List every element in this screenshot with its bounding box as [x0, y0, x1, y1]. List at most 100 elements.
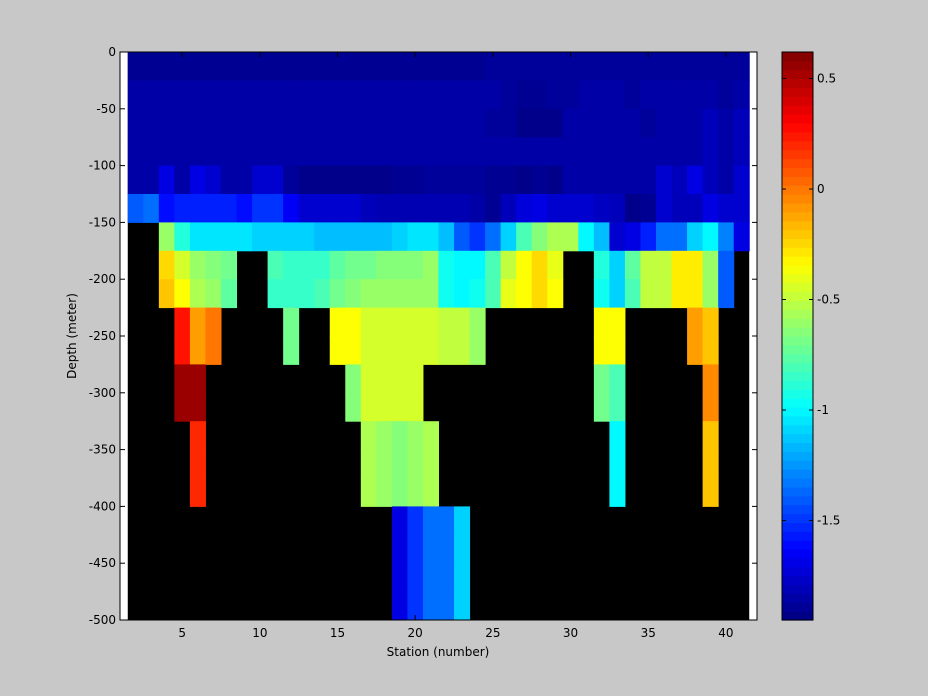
heatmap-cell [298, 279, 315, 309]
heatmap-cell [283, 165, 300, 195]
heatmap-cell [360, 364, 377, 394]
heatmap-cell [360, 392, 377, 422]
heatmap-cell [516, 137, 533, 167]
heatmap-cell [314, 165, 331, 195]
colorbar-segment [782, 513, 813, 523]
heatmap-cell [143, 194, 160, 223]
colorbar-tick-label: 0.5 [817, 72, 836, 86]
heatmap-cell [593, 307, 610, 337]
heatmap-cell [391, 194, 408, 223]
heatmap-cell [593, 52, 610, 81]
heatmap-cell [702, 421, 719, 451]
heatmap-cell [407, 307, 424, 337]
heatmap-cell [702, 392, 719, 422]
heatmap-cell [360, 165, 377, 195]
heatmap-cell [500, 108, 517, 138]
colorbar-segment [782, 495, 813, 506]
heatmap-cell [127, 52, 144, 81]
colorbar-segment [782, 415, 813, 426]
colorbar-segment [782, 318, 813, 328]
colorbar-segment [782, 380, 813, 390]
heatmap-cell [252, 222, 269, 252]
heatmap-cell [640, 108, 657, 138]
heatmap-cell [454, 52, 471, 81]
heatmap-cell [438, 108, 455, 138]
heatmap-cell [593, 336, 610, 365]
heatmap-cell [609, 307, 626, 337]
heatmap-cell [485, 222, 502, 252]
heatmap-cell [252, 108, 269, 138]
heatmap-cell [236, 80, 253, 110]
heatmap-cell [189, 52, 206, 81]
heatmap-cell [391, 52, 408, 81]
heatmap-cell [283, 307, 300, 337]
heatmap-cell [267, 52, 284, 81]
colorbar-segment [782, 96, 813, 106]
heatmap-cell [454, 137, 471, 167]
heatmap-cell [609, 449, 626, 479]
colorbar-segment [782, 584, 813, 594]
colorbar-segment [782, 60, 813, 71]
heatmap-cell [578, 165, 595, 195]
heatmap-cell [360, 421, 377, 451]
heatmap-cell [345, 165, 362, 195]
colorbar-segment [782, 557, 813, 568]
heatmap-cell [407, 165, 424, 195]
heatmap-cell [500, 52, 517, 81]
heatmap-cell [454, 534, 471, 564]
x-tick-label: 20 [408, 626, 423, 640]
heatmap-cell [422, 137, 439, 167]
heatmap-cell [640, 279, 657, 309]
heatmap-cell [454, 336, 471, 365]
colorbar-segment [782, 291, 813, 302]
colorbar-segment [782, 371, 813, 381]
heatmap-cell [127, 137, 144, 167]
heatmap-cell [391, 165, 408, 195]
heatmap-cell [391, 250, 408, 280]
heatmap-cell [516, 80, 533, 110]
colorbar-segment [782, 247, 813, 257]
heatmap-cell [205, 250, 222, 280]
heatmap-cell [376, 194, 393, 223]
heatmap-cell [314, 108, 331, 138]
heatmap-cell [407, 392, 424, 422]
heatmap-cell [360, 336, 377, 365]
heatmap-cell [391, 563, 408, 593]
heatmap-cell [283, 80, 300, 110]
heatmap-cell [174, 108, 191, 138]
heatmap-cell [360, 478, 377, 507]
heatmap-cell [360, 137, 377, 167]
heatmap-cell [578, 52, 595, 81]
heatmap-cell [391, 449, 408, 479]
heatmap-cell [702, 250, 719, 280]
heatmap-cell [702, 137, 719, 167]
heatmap-cell [469, 137, 486, 167]
colorbar-segment [782, 611, 813, 621]
y-tick-label: -100 [89, 159, 116, 173]
heatmap-cell [205, 108, 222, 138]
heatmap-cell [438, 250, 455, 280]
heatmap-cell [624, 279, 641, 309]
heatmap-cell [345, 222, 362, 252]
heatmap-cell [687, 137, 704, 167]
colorbar-segment [782, 478, 813, 488]
heatmap-cell [407, 449, 424, 479]
heatmap-cell [345, 194, 362, 223]
x-tick-label: 10 [252, 626, 267, 640]
heatmap-cell [702, 222, 719, 252]
heatmap-cell [469, 336, 486, 365]
heatmap-cell [702, 364, 719, 394]
colorbar-segment [782, 353, 813, 364]
heatmap-cell [314, 279, 331, 309]
colorbar-segment [782, 344, 813, 355]
heatmap-cell [391, 307, 408, 337]
heatmap-cell [454, 307, 471, 337]
heatmap-cell [407, 250, 424, 280]
heatmap-cell [687, 250, 704, 280]
heatmap-cell [236, 137, 253, 167]
heatmap-cell [547, 165, 564, 195]
heatmap-cell [360, 108, 377, 138]
colorbar-segment [782, 158, 813, 168]
heatmap-cell [656, 279, 673, 309]
heatmap-cell [220, 222, 238, 252]
